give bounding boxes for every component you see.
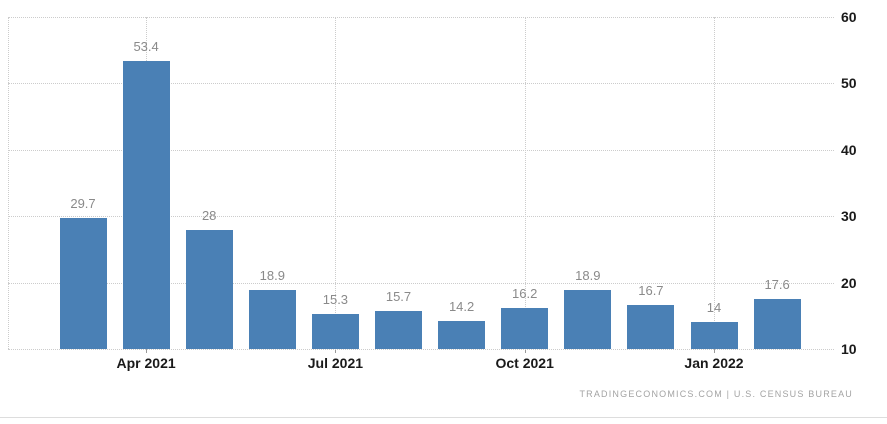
y-tick-label: 30: [841, 208, 857, 225]
bar[interactable]: [501, 307, 549, 349]
bar-value-label: 28: [201, 207, 217, 223]
x-gridline: [714, 17, 715, 349]
bar[interactable]: [311, 313, 359, 349]
x-tick-label: Jul 2021: [307, 355, 364, 371]
bottom-divider: [0, 417, 887, 418]
bar-value-label: 14.2: [448, 299, 475, 315]
y-gridline: [8, 149, 834, 151]
bar-value-label: 15.3: [322, 291, 349, 307]
bar-value-label: 18.9: [259, 267, 285, 283]
bar[interactable]: [59, 218, 107, 349]
attribution: TRADINGECONOMICS.COM | U.S. CENSUS BUREA…: [579, 389, 853, 399]
bar-value-label: 14: [706, 300, 722, 316]
x-tick-mark: [524, 349, 526, 353]
x-tick-label: Jan 2022: [684, 355, 744, 371]
x-tick-mark: [146, 349, 148, 353]
x-gridline: [335, 17, 337, 349]
x-tick-label: Oct 2021: [495, 355, 554, 371]
bar[interactable]: [185, 229, 233, 349]
bar-value-label: 16.2: [512, 285, 538, 301]
y-gridline: [8, 282, 834, 284]
bar[interactable]: [564, 289, 612, 349]
y-tick-label: 50: [841, 75, 857, 92]
bar[interactable]: [248, 289, 296, 349]
bar-value-label: 18.9: [575, 267, 601, 283]
bar-value-label: 16.7: [638, 282, 664, 298]
x-tick-label: Apr 2021: [116, 355, 176, 371]
bar-value-label: 29.7: [70, 196, 96, 212]
y-tick-label: 60: [841, 9, 857, 25]
attribution-text: TRADINGECONOMICS.COM | U.S. CENSUS BUREA…: [579, 389, 853, 399]
bar[interactable]: [438, 321, 486, 349]
x-tick-mark: [714, 349, 715, 353]
bar[interactable]: [122, 60, 170, 349]
plot-left-gridline: [8, 17, 9, 349]
y-tick-label: 10: [841, 341, 857, 357]
y-gridline: [8, 349, 834, 350]
bar[interactable]: [627, 304, 675, 349]
x-gridline: [524, 17, 526, 349]
y-tick-label: 20: [841, 274, 857, 291]
bar[interactable]: [690, 322, 738, 349]
bar[interactable]: [375, 311, 422, 349]
bar-value-label: 53.4: [133, 38, 159, 54]
x-tick-mark: [335, 349, 337, 353]
bar[interactable]: [753, 298, 801, 349]
y-gridline: [8, 216, 834, 218]
bar-value-label: 17.6: [764, 276, 790, 292]
y-gridline: [8, 17, 834, 18]
bar-value-label: 15.7: [385, 289, 412, 305]
y-tick-label: 40: [841, 141, 857, 158]
y-gridline: [8, 83, 834, 85]
